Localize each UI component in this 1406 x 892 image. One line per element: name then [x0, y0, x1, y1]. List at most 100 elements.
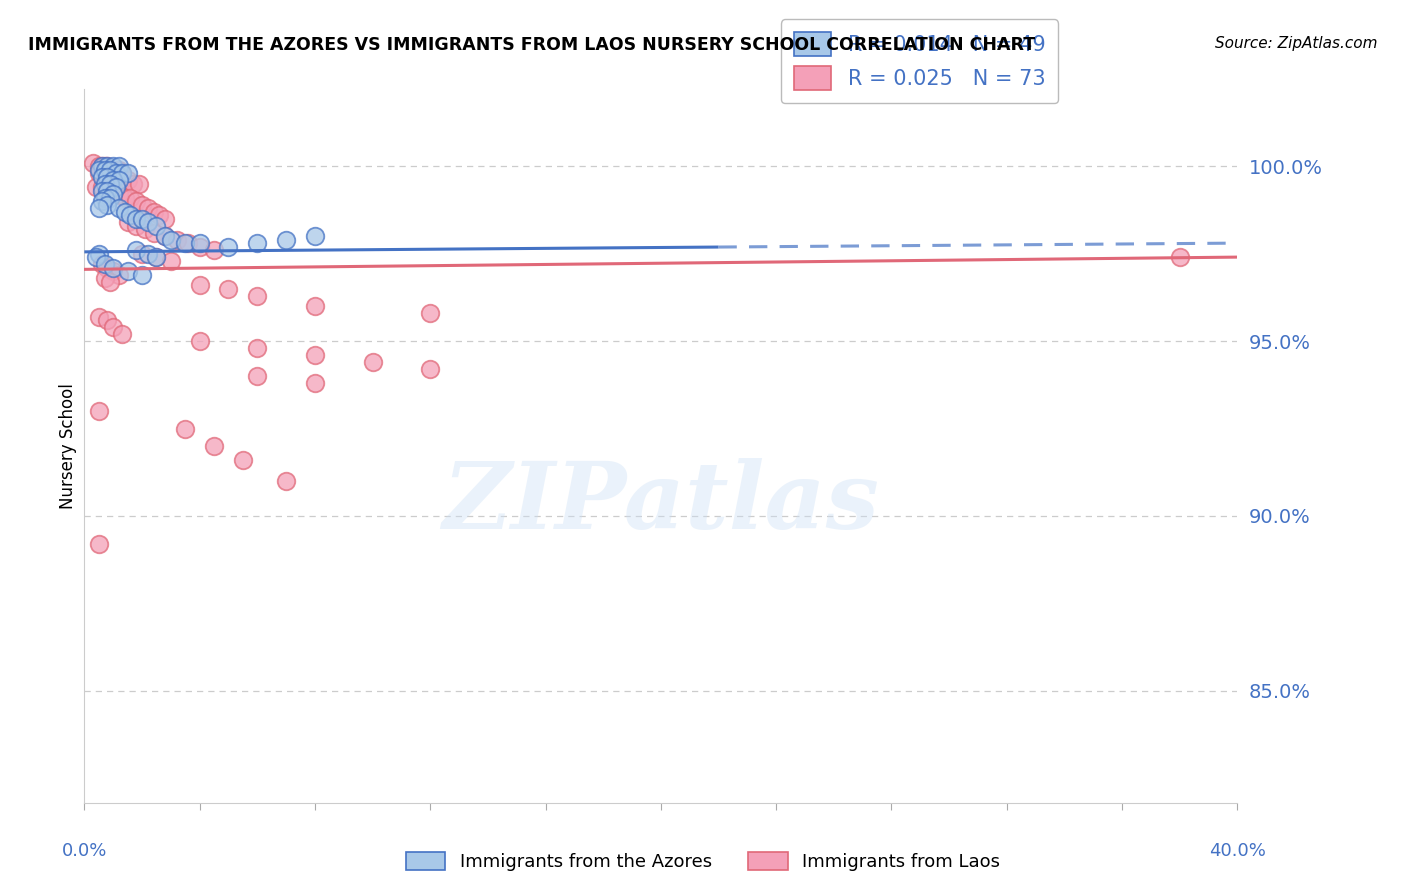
- Legend: Immigrants from the Azores, Immigrants from Laos: Immigrants from the Azores, Immigrants f…: [398, 845, 1008, 879]
- Point: [122, 177, 145, 191]
- Point: [131, 211, 153, 226]
- Point: [87, 537, 110, 551]
- Point: [90, 169, 112, 184]
- Point: [108, 268, 131, 282]
- Point: [90, 180, 112, 194]
- Point: [87, 246, 110, 260]
- Point: [98, 169, 121, 184]
- Point: [218, 282, 240, 296]
- Point: [108, 173, 131, 187]
- Point: [188, 334, 211, 348]
- Point: [93, 162, 115, 177]
- Point: [120, 208, 142, 222]
- Point: [125, 194, 148, 208]
- Point: [93, 166, 115, 180]
- Point: [304, 348, 326, 362]
- Point: [136, 215, 159, 229]
- Text: ZIPatlas: ZIPatlas: [443, 458, 879, 548]
- Point: [160, 233, 183, 247]
- Text: 0.0%: 0.0%: [62, 842, 107, 860]
- Point: [111, 166, 134, 180]
- Point: [246, 341, 269, 355]
- Point: [84, 180, 107, 194]
- Point: [103, 260, 124, 275]
- Point: [90, 184, 112, 198]
- Point: [98, 191, 121, 205]
- Point: [98, 162, 121, 177]
- Point: [125, 219, 148, 233]
- Point: [93, 271, 115, 285]
- Point: [145, 250, 167, 264]
- Point: [114, 191, 136, 205]
- Point: [153, 229, 176, 244]
- Point: [174, 236, 197, 251]
- Point: [188, 278, 211, 293]
- Point: [108, 162, 131, 177]
- Point: [96, 184, 118, 198]
- Point: [96, 313, 118, 327]
- Point: [111, 173, 134, 187]
- Point: [93, 191, 115, 205]
- Point: [131, 197, 153, 211]
- Point: [103, 187, 124, 202]
- Point: [136, 201, 159, 215]
- Text: Source: ZipAtlas.com: Source: ZipAtlas.com: [1215, 36, 1378, 51]
- Point: [108, 159, 131, 173]
- Point: [105, 169, 128, 184]
- Point: [177, 236, 200, 251]
- Point: [188, 239, 211, 253]
- Point: [84, 250, 107, 264]
- Point: [103, 184, 124, 198]
- Point: [87, 166, 110, 180]
- Point: [419, 306, 441, 320]
- Point: [131, 268, 153, 282]
- Point: [103, 162, 124, 177]
- Point: [117, 215, 139, 229]
- Point: [120, 191, 142, 205]
- Point: [1168, 250, 1191, 264]
- Point: [136, 246, 159, 260]
- Point: [87, 404, 110, 418]
- Point: [361, 355, 384, 369]
- Point: [134, 222, 156, 236]
- Point: [117, 166, 139, 180]
- Point: [131, 246, 153, 260]
- Point: [128, 177, 150, 191]
- Point: [108, 187, 131, 202]
- Point: [276, 474, 298, 488]
- Point: [103, 320, 124, 334]
- Point: [246, 369, 269, 384]
- Point: [125, 211, 148, 226]
- Point: [96, 197, 118, 211]
- Point: [114, 204, 136, 219]
- Point: [174, 421, 197, 435]
- Point: [145, 250, 167, 264]
- Point: [304, 376, 326, 390]
- Point: [103, 264, 124, 278]
- Point: [276, 233, 298, 247]
- Point: [93, 159, 115, 173]
- Point: [145, 219, 167, 233]
- Point: [246, 288, 269, 302]
- Point: [304, 229, 326, 244]
- Point: [304, 299, 326, 313]
- Point: [148, 208, 170, 222]
- Point: [111, 327, 134, 342]
- Point: [96, 260, 118, 275]
- Text: IMMIGRANTS FROM THE AZORES VS IMMIGRANTS FROM LAOS NURSERY SCHOOL CORRELATION CH: IMMIGRANTS FROM THE AZORES VS IMMIGRANTS…: [28, 36, 1035, 54]
- Point: [82, 155, 104, 169]
- Point: [98, 162, 121, 177]
- Legend: R = 0.014   N = 49, R = 0.025   N = 73: R = 0.014 N = 49, R = 0.025 N = 73: [782, 20, 1059, 103]
- Text: 40.0%: 40.0%: [1209, 842, 1265, 860]
- Y-axis label: Nursery School: Nursery School: [59, 383, 77, 509]
- Point: [90, 159, 112, 173]
- Point: [142, 204, 165, 219]
- Point: [419, 362, 441, 376]
- Point: [96, 159, 118, 173]
- Point: [90, 194, 112, 208]
- Point: [87, 159, 110, 173]
- Point: [160, 253, 183, 268]
- Point: [125, 243, 148, 257]
- Point: [218, 239, 240, 253]
- Point: [202, 439, 225, 453]
